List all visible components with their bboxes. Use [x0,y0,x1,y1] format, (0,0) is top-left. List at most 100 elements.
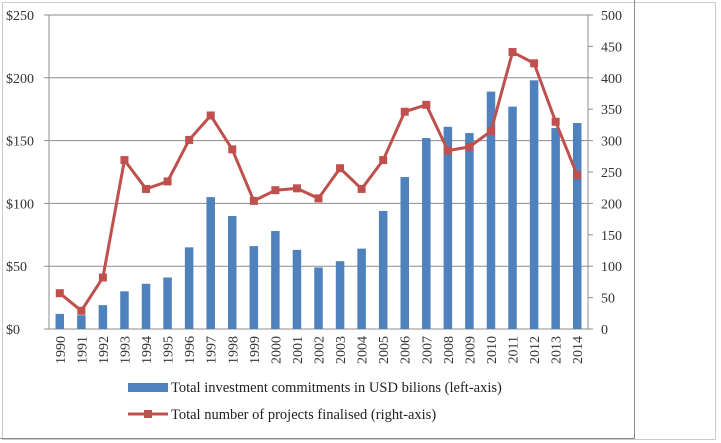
bar [486,91,496,329]
bar [314,267,323,329]
bar [206,197,215,329]
line-marker [422,100,431,109]
line-marker [271,186,280,195]
right-axis-tick-label: 500 [601,9,622,24]
right-axis-tick-label: 150 [601,229,622,244]
left-axis-tick-label: $0 [6,323,20,338]
line-marker [206,111,215,120]
bar [292,249,302,329]
bar [141,283,151,329]
bar [77,315,86,329]
x-axis-tick-label: 2012 [528,336,543,364]
line-marker [530,59,539,68]
x-axis-tick-label: 1993 [118,336,133,364]
x-axis-tick-label: 1994 [140,336,155,364]
bar [335,261,345,329]
bar [357,248,366,329]
x-axis-tick-label: 2001 [291,336,306,364]
line-marker [357,184,366,193]
right-axis-labels: 0 50 100 150 200 250 300 350 400 450 500 [601,9,622,338]
x-axis-tick-label: 2013 [550,336,565,364]
line-marker [465,142,474,151]
left-axis-tick-label: $200 [6,72,34,87]
right-axis-tick-label: 100 [601,260,622,275]
bar [120,291,129,329]
chart-outer-frame [2,2,716,440]
x-axis-tick-label: 2007 [420,336,435,364]
x-axis-tick-label: 2004 [356,336,371,364]
bar [271,231,280,329]
bar [249,246,259,329]
line-marker [292,184,301,193]
line-series [55,48,582,315]
line-marker [573,171,582,180]
bar [400,177,409,329]
line-marker [55,289,64,298]
bar [529,80,539,329]
left-axis-labels: $0 $50 $100 $150 $200 $250 [6,9,34,338]
line-marker [228,145,237,154]
x-axis-tick-label: 1995 [162,336,177,364]
line-marker [486,127,495,136]
bar [465,133,474,329]
right-axis-tick-label: 450 [601,40,622,55]
right-axis-tick-label: 350 [601,103,622,118]
bar [228,215,237,329]
x-axis-tick-label: 2011 [507,336,522,363]
line-marker [400,107,409,116]
legend-label-investment: Total investment commitments in USD bili… [171,380,502,396]
line-marker [142,184,151,193]
line-marker [185,135,194,144]
x-axis-tick-label: 2014 [571,336,586,364]
line-marker [443,146,452,155]
gridlines [49,14,588,267]
right-axis-tick-label: 0 [601,323,608,338]
bar [443,126,453,329]
line-marker [336,164,345,173]
x-axis-tick-label: 1997 [205,336,220,364]
left-axis-tick-label: $150 [6,135,34,150]
bar [572,123,582,330]
x-axis-tick-label: 2000 [269,336,284,364]
bar [422,138,431,329]
line-marker [77,306,86,315]
line-marker [163,177,172,186]
line-marker [551,117,560,126]
line-marker [120,156,129,165]
bar [184,247,194,329]
right-axis-tick-label: 300 [601,135,622,150]
line-marker [249,196,258,205]
legend: Total investment commitments in USD bili… [128,380,502,423]
bar [551,128,560,329]
line-marker [314,194,323,203]
bar [508,106,517,329]
line-marker [98,273,107,282]
x-axis-tick-label: 2002 [313,336,328,364]
left-axis-tick-label: $250 [6,9,34,24]
bar [55,313,65,329]
bar [378,210,388,329]
x-axis-tick-label: 2010 [485,336,500,364]
left-axis-tick-label: $50 [6,260,27,275]
x-axis-tick-label: 2009 [463,336,478,364]
x-axis-tick-label: 1996 [183,336,198,364]
line-marker [508,48,517,57]
legend-swatch-bar [128,383,168,392]
x-axis-labels: 1990 1991 1992 1993 1994 1995 1996 1997 1998 1999… [54,336,586,364]
right-axis-tick-label: 250 [601,166,622,181]
x-axis-tick-label: 2003 [334,336,349,364]
line-marker [379,156,388,165]
chart-area-frame [0,0,635,439]
right-axis-tick-label: 400 [601,72,622,87]
right-axis-tick-label: 50 [601,292,615,307]
legend-label-projects: Total number of projects finalised (righ… [171,407,436,423]
bar [98,305,108,329]
x-axis-tick-label: 1999 [248,336,263,364]
x-axis-tick-label: 2006 [399,336,414,364]
left-axis-tick-label: $100 [6,197,34,212]
bar-series [55,80,582,330]
x-axis-tick-label: 1990 [54,336,69,364]
x-axis-tick-label: 2008 [442,336,457,364]
x-axis-tick-label: 1992 [97,336,112,364]
